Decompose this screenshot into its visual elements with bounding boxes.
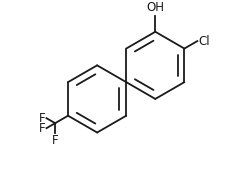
- Text: Cl: Cl: [199, 35, 210, 48]
- Text: F: F: [39, 112, 45, 125]
- Text: OH: OH: [146, 1, 164, 14]
- Text: F: F: [52, 134, 58, 147]
- Text: F: F: [39, 122, 45, 135]
